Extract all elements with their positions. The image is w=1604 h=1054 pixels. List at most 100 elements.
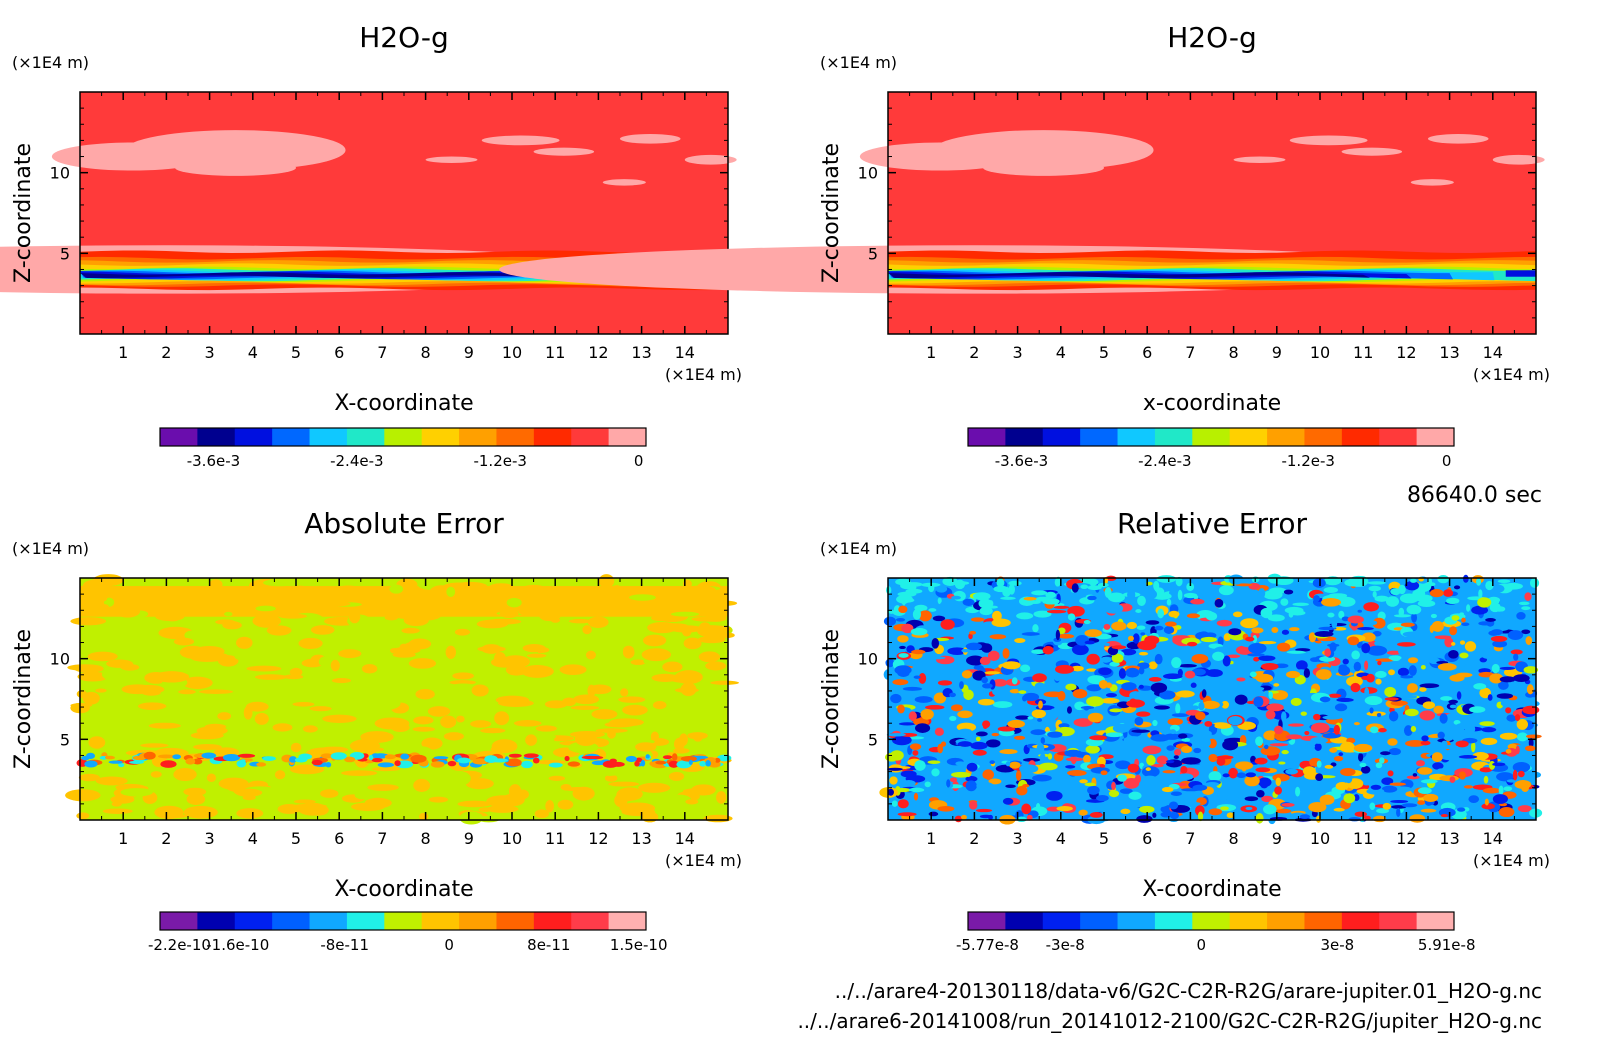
error-blob	[120, 597, 150, 602]
error-blob	[1269, 743, 1289, 747]
error-blob	[1131, 729, 1150, 733]
error-blob	[985, 746, 1000, 755]
colorbar-segment	[272, 912, 311, 930]
error-blob	[478, 807, 492, 813]
x-tick-label: 1	[926, 829, 936, 848]
error-blob	[1328, 693, 1342, 698]
error-blob	[988, 778, 1002, 785]
error-blob	[1255, 767, 1271, 773]
error-blob	[979, 656, 991, 666]
y-tick-label: 10	[50, 650, 70, 669]
x-unit-label: (×1E4 m)	[1473, 365, 1550, 384]
error-blob	[966, 762, 978, 772]
colorbar-segment	[968, 428, 1006, 446]
colorbar-segment	[1192, 428, 1231, 446]
error-blob	[705, 760, 711, 767]
error-blob	[445, 645, 457, 659]
error-band	[80, 586, 728, 617]
error-blob	[1056, 806, 1073, 812]
error-blob	[1111, 781, 1116, 791]
error-blob	[1388, 710, 1399, 722]
colorbar-segment	[1341, 912, 1380, 930]
error-blob	[1449, 626, 1458, 636]
x-tick-label: 14	[1483, 343, 1503, 362]
error-blob	[1111, 621, 1127, 631]
error-blob	[560, 783, 572, 791]
error-blob	[256, 762, 267, 767]
error-blob	[1304, 730, 1310, 736]
error-blob	[1260, 781, 1269, 789]
error-blob	[1175, 576, 1183, 587]
error-blob	[1138, 651, 1149, 656]
error-blob	[1032, 673, 1047, 683]
error-blob	[1032, 624, 1039, 633]
colorbar-segment	[1117, 912, 1156, 930]
error-blob	[1481, 727, 1497, 733]
error-blob	[1286, 650, 1306, 654]
error-blob	[1053, 605, 1070, 609]
error-blob	[1055, 629, 1061, 641]
x-tick-label: 1	[118, 343, 128, 362]
cloud-patch	[1289, 135, 1368, 146]
error-blob	[1180, 766, 1188, 774]
y-axis-label: Z-coordinate	[11, 629, 36, 769]
error-blob	[1233, 812, 1248, 819]
error-blob	[1347, 636, 1360, 646]
error-blob	[476, 619, 509, 629]
error-blob	[322, 714, 357, 723]
error-blob	[1100, 697, 1120, 704]
colorbar-segment	[1379, 428, 1418, 446]
error-blob	[1360, 765, 1371, 774]
error-blob	[966, 655, 985, 666]
error-blob	[697, 602, 716, 610]
error-blob	[1150, 734, 1170, 742]
error-blob	[403, 642, 420, 654]
x-tick-label: 11	[1353, 829, 1373, 848]
colorbar-tick-label: 0	[1197, 936, 1207, 954]
error-blob	[1499, 666, 1516, 670]
heatmap-field	[879, 573, 1543, 825]
error-blob	[1473, 683, 1487, 690]
error-blob	[1400, 622, 1415, 627]
error-blob	[1204, 721, 1213, 727]
error-blob	[1266, 703, 1284, 712]
error-blob	[699, 760, 707, 767]
error-blob	[1013, 735, 1026, 740]
error-blob	[499, 609, 519, 619]
colorbar-segment	[1267, 428, 1305, 446]
error-blob	[516, 789, 530, 800]
colorbar-segment	[346, 428, 385, 446]
error-blob	[982, 630, 998, 635]
error-blob	[1089, 603, 1100, 612]
error-blob	[1281, 749, 1289, 755]
error-blob	[1246, 700, 1256, 704]
moisture-contour	[888, 272, 1371, 279]
x-tick-label: 9	[464, 829, 474, 848]
error-blob	[133, 684, 165, 694]
error-blob	[257, 634, 278, 645]
error-blob	[1288, 723, 1304, 727]
error-blob	[1516, 612, 1526, 620]
error-blob	[1512, 762, 1531, 773]
colorbar-tick-label: 0	[444, 936, 454, 954]
error-blob	[1376, 808, 1389, 814]
error-blob	[972, 592, 991, 601]
error-blob	[593, 648, 610, 661]
error-blob	[1151, 763, 1164, 768]
error-blob	[1066, 706, 1072, 714]
error-blob	[77, 671, 109, 682]
error-blob	[1186, 613, 1200, 619]
error-blob	[1201, 700, 1220, 710]
error-blob	[1367, 581, 1386, 585]
error-blob	[1190, 682, 1197, 688]
error-blob	[178, 689, 196, 695]
error-blob	[429, 585, 453, 599]
error-blob	[934, 727, 944, 736]
x-tick-label: 7	[377, 829, 387, 848]
error-blob	[490, 758, 509, 763]
error-blob	[1038, 762, 1058, 771]
error-blob	[262, 756, 276, 761]
error-blob	[294, 757, 308, 763]
error-blob	[1278, 761, 1286, 765]
x-tick-label: 11	[545, 829, 565, 848]
